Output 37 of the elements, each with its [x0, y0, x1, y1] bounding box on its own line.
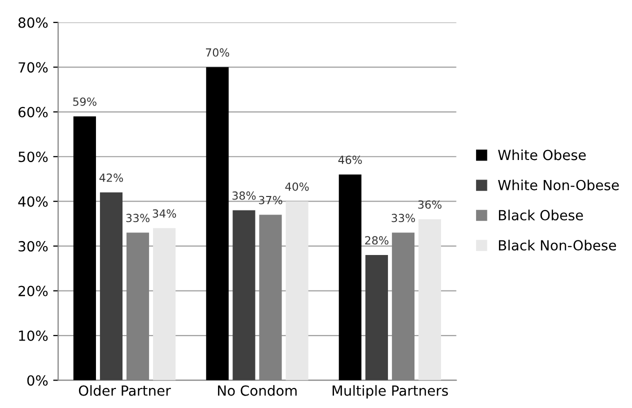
- data-label: 42%: [99, 174, 123, 182]
- y-tick-label: 10%: [19, 330, 48, 342]
- y-tick-label: 70%: [18, 62, 48, 73]
- data-label: 28%: [365, 236, 388, 245]
- data-label: 37%: [258, 196, 282, 204]
- y-tick-label: 30%: [18, 241, 48, 252]
- data-label: 36%: [418, 200, 442, 209]
- bar: [73, 116, 96, 380]
- x-tick-label: Multiple Partners: [332, 385, 448, 399]
- bar: [100, 192, 123, 380]
- data-label: 38%: [232, 191, 256, 200]
- x-tick-label: Older Partner: [78, 385, 171, 396]
- legend-label: White Non-Obese: [498, 180, 619, 190]
- data-label: 33%: [392, 214, 415, 222]
- bar: [418, 219, 442, 380]
- bar: [338, 174, 362, 380]
- data-label: 70%: [206, 48, 230, 57]
- bar: [153, 228, 176, 380]
- y-tick-label: 80%: [18, 17, 48, 28]
- bar: [206, 67, 229, 380]
- legend-label: Black Non-Obese: [498, 240, 616, 251]
- data-label: 40%: [285, 182, 309, 191]
- y-tick-label: 60%: [18, 106, 48, 118]
- y-tick-label: 40%: [18, 196, 48, 207]
- data-label: 34%: [152, 209, 176, 218]
- legend-label: Black Obese: [498, 210, 583, 220]
- data-label: 46%: [338, 156, 362, 164]
- legend-label: White Obese: [498, 149, 586, 160]
- x-tick-label: No Condom: [218, 385, 297, 396]
- data-label: 59%: [73, 97, 96, 106]
- bar: [232, 210, 256, 380]
- y-tick-label: 20%: [18, 286, 48, 296]
- y-tick-label: 50%: [18, 152, 48, 162]
- data-label: 33%: [126, 214, 150, 222]
- bar: [286, 201, 308, 380]
- y-tick-label: 0%: [27, 375, 48, 386]
- bar: [365, 255, 388, 380]
